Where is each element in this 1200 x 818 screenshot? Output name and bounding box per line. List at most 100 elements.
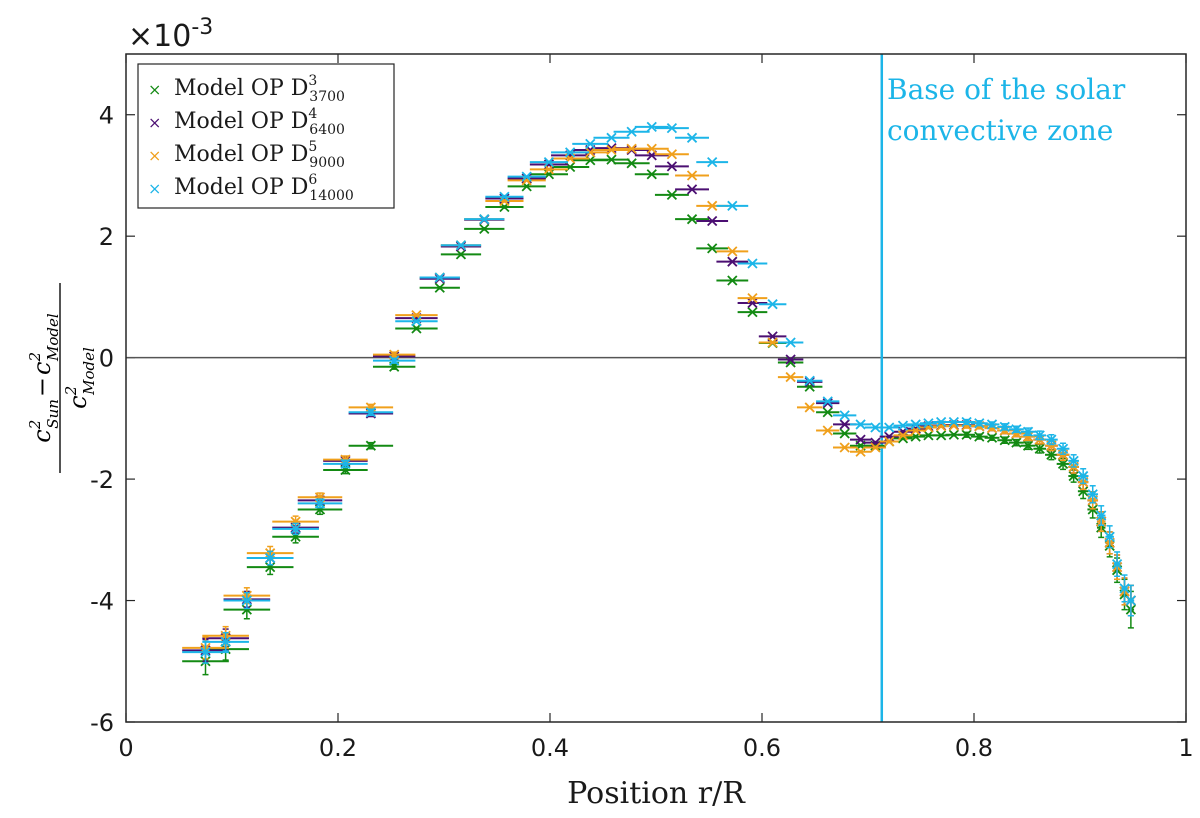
y-axis-label-numerator: c2Sun−c2Model: [26, 313, 62, 443]
data-point-9000-25: [737, 292, 768, 304]
data-point-14000-17: [572, 138, 609, 150]
cross-marker: [839, 419, 850, 430]
cross-marker: [1111, 558, 1123, 570]
cross-marker: [479, 214, 490, 225]
tick-labels: 0 0.2 0.4 0.6 0.8 1 -6 -4 -2 0 2 4: [90, 102, 1194, 762]
cross-marker: [1011, 437, 1022, 448]
cross-marker: [499, 191, 510, 202]
data-point-14000-2: [223, 591, 271, 610]
cross-marker: [411, 323, 422, 334]
convective-zone-annotation-line-2: convective zone: [887, 114, 1113, 147]
data-point-3700-41: [984, 432, 1000, 443]
cross-marker: [455, 240, 467, 251]
data-point-14000-31: [849, 419, 872, 430]
cross-marker: [785, 354, 796, 365]
cross-marker: [948, 429, 959, 440]
data-point-3700-46: [1045, 449, 1058, 461]
cross-marker: [767, 337, 778, 348]
cross-marker: [265, 552, 276, 564]
data-point-6400-21: [654, 161, 689, 172]
legend-marker-d4-6400: ×: [148, 113, 161, 132]
cross-marker: [1119, 583, 1130, 594]
data-point-14000-10: [419, 272, 460, 283]
data-point-3700-30: [833, 428, 857, 439]
data-point-9000-8: [372, 349, 416, 360]
cross-marker: [855, 419, 866, 430]
data-point-14000-20: [634, 121, 669, 133]
cross-marker: [646, 121, 657, 133]
data-point-14000-24: [716, 200, 749, 211]
cross-marker: [666, 149, 678, 160]
data-point-3700-25: [737, 306, 768, 318]
y-multiplier: ×10-3: [128, 15, 213, 54]
cross-marker: [1096, 510, 1107, 521]
data-point-14000-16: [551, 147, 590, 158]
data-point-9000-36: [919, 422, 937, 433]
cross-marker: [1057, 443, 1069, 454]
cross-marker: [1087, 489, 1098, 500]
cross-marker: [585, 155, 596, 166]
data-point-3700-10: [419, 282, 460, 293]
cross-marker: [707, 243, 718, 254]
cross-marker: [747, 292, 758, 304]
data-point-14000-8: [372, 355, 416, 366]
cross-marker: [897, 430, 909, 441]
cross-marker: [884, 436, 895, 447]
data-point-14000-43: [1008, 424, 1024, 435]
data-point-14000-27: [777, 337, 804, 348]
data-point-14000-55: [1125, 584, 1137, 617]
cross-marker: [1046, 434, 1057, 445]
data-point-14000-30: [833, 410, 857, 421]
cross-marker: [543, 156, 555, 168]
cross-marker: [822, 425, 833, 436]
cross-marker: [785, 371, 796, 383]
plot-frame: [125, 53, 1187, 723]
data-point-3700-42: [997, 435, 1013, 446]
cross-marker: [521, 171, 532, 182]
cross-marker: [839, 428, 850, 439]
data-point-14000-50: [1087, 485, 1099, 504]
cross-marker: [822, 407, 833, 418]
cross-marker: [340, 458, 351, 470]
data-point-14000-1: [202, 631, 249, 652]
data-point-3700-43: [1008, 437, 1024, 448]
x-tick-label-2: 0.4: [531, 734, 569, 762]
cross-marker: [1125, 595, 1137, 606]
cross-marker: [727, 256, 738, 267]
data-point-9000-21: [654, 149, 689, 160]
cross-marker: [855, 446, 866, 457]
data-point-14000-52: [1104, 525, 1115, 549]
legend-label-d6-14000: Model OP D6 14000: [174, 172, 354, 204]
cross-marker: [804, 375, 815, 386]
data-point-14000-46: [1045, 434, 1058, 446]
data-point-14000-41: [984, 419, 1000, 430]
data-point-9000-24: [716, 246, 749, 257]
x-tick-label-4: 0.8: [955, 734, 993, 762]
cross-marker: [220, 636, 231, 647]
data-point-6400-31: [849, 434, 872, 445]
legend-box: [137, 63, 395, 209]
cross-marker: [974, 431, 985, 442]
cross-marker: [434, 272, 445, 283]
legend-item-d3-3700: × Model OP D3 3700: [148, 73, 345, 105]
cross-marker: [686, 214, 698, 225]
cross-marker: [626, 126, 637, 137]
data-point-3700-39: [958, 429, 976, 440]
cross-marker: [686, 184, 698, 195]
legend-marker-d6-14000: ×: [148, 179, 161, 198]
data-point-14000-51: [1096, 505, 1107, 526]
data-point-3700-29: [816, 407, 840, 418]
x-tick-label-1: 0.2: [319, 734, 357, 762]
y-axis-label: c2Sun−c2Model c2Model: [26, 283, 98, 473]
cross-marker: [707, 200, 718, 211]
data-point-9000-27: [777, 371, 804, 383]
cross-marker: [686, 132, 698, 143]
cross-marker: [1022, 426, 1034, 437]
data-point-9000-20: [634, 143, 669, 154]
cross-marker: [839, 410, 850, 421]
data-point-6400-23: [696, 215, 729, 227]
series-layer: [182, 121, 1137, 676]
cross-marker: [910, 423, 921, 434]
y-tick-label-4: 2: [99, 223, 114, 251]
data-point-14000-6: [323, 458, 368, 470]
